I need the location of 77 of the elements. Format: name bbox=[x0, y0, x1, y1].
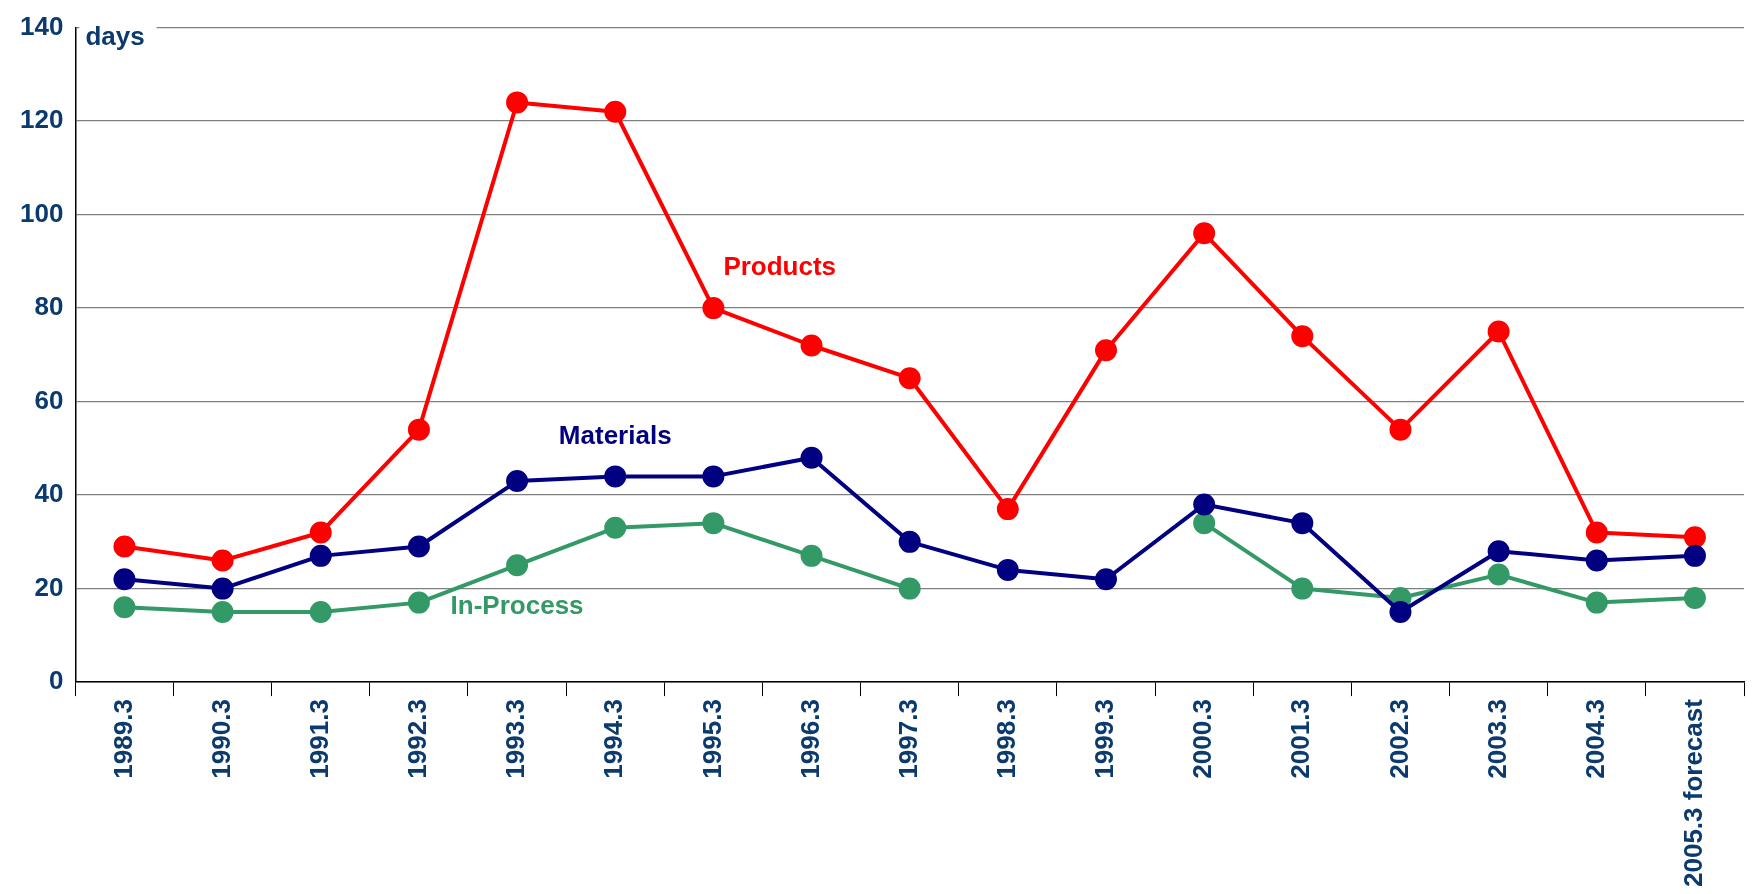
series-label: Products bbox=[723, 251, 837, 282]
point bbox=[1487, 540, 1510, 563]
point bbox=[1193, 512, 1216, 535]
point bbox=[1291, 512, 1314, 535]
point bbox=[1193, 493, 1216, 516]
point bbox=[898, 367, 921, 390]
point bbox=[1389, 418, 1412, 441]
point bbox=[1585, 521, 1608, 544]
point bbox=[1683, 544, 1706, 567]
x-tick-label: 1995.3 bbox=[696, 699, 727, 779]
point bbox=[898, 577, 921, 600]
series-label: In-Process bbox=[450, 590, 584, 621]
point bbox=[702, 465, 725, 488]
point bbox=[309, 544, 332, 567]
point bbox=[113, 568, 136, 591]
point bbox=[407, 535, 430, 558]
y-tick-label: 60 bbox=[34, 384, 64, 415]
point bbox=[211, 577, 234, 600]
point bbox=[1389, 600, 1412, 623]
point bbox=[996, 558, 1019, 581]
x-tick-label: 1994.3 bbox=[598, 699, 629, 779]
x-tick-label: 1990.3 bbox=[205, 699, 236, 779]
x-tick-label: 2000.3 bbox=[1187, 699, 1218, 779]
point bbox=[1095, 568, 1117, 591]
x-tick-label: 1989.3 bbox=[107, 699, 138, 779]
point bbox=[211, 600, 234, 623]
point bbox=[506, 554, 529, 577]
point bbox=[1585, 549, 1608, 572]
point bbox=[604, 465, 627, 488]
point bbox=[996, 498, 1019, 521]
point bbox=[1487, 563, 1510, 586]
point bbox=[1585, 591, 1608, 614]
point bbox=[1683, 586, 1706, 609]
y-tick-label: 40 bbox=[34, 478, 64, 509]
y-tick-label: 80 bbox=[34, 291, 64, 322]
point bbox=[1193, 222, 1216, 245]
y-tick-label: 100 bbox=[19, 197, 64, 228]
point bbox=[1095, 339, 1117, 362]
point bbox=[113, 535, 136, 558]
point bbox=[604, 516, 627, 539]
point bbox=[309, 600, 332, 623]
x-tick-label: 1998.3 bbox=[991, 699, 1022, 779]
point bbox=[1487, 320, 1510, 343]
point bbox=[407, 418, 430, 441]
point bbox=[604, 100, 627, 123]
x-tick-label: 1997.3 bbox=[892, 699, 923, 779]
x-tick-label: 1991.3 bbox=[303, 699, 334, 779]
x-tick-label: 1999.3 bbox=[1089, 699, 1120, 779]
series-label: Materials bbox=[558, 419, 672, 450]
point bbox=[1291, 325, 1314, 348]
y-tick-label: 140 bbox=[19, 10, 64, 41]
point bbox=[506, 470, 529, 493]
point bbox=[800, 446, 823, 469]
point bbox=[898, 530, 921, 553]
x-tick-label: 1992.3 bbox=[402, 699, 433, 779]
point bbox=[113, 596, 136, 619]
x-tick-label: 1993.3 bbox=[500, 699, 531, 779]
point bbox=[800, 544, 823, 567]
y-tick-label: 0 bbox=[48, 665, 64, 696]
point bbox=[800, 334, 823, 357]
y-tick-label: 20 bbox=[34, 571, 64, 602]
x-tick-label: 2002.3 bbox=[1383, 699, 1414, 779]
point bbox=[1683, 526, 1706, 549]
y-axis-title: days bbox=[85, 20, 145, 51]
point bbox=[702, 512, 725, 535]
x-tick-label: 1996.3 bbox=[794, 699, 825, 779]
x-tick-label: 2004.3 bbox=[1579, 699, 1610, 779]
point bbox=[702, 297, 725, 320]
x-tick-label: 2005.3 forecast bbox=[1678, 698, 1709, 887]
point bbox=[1291, 577, 1314, 600]
point bbox=[211, 549, 234, 572]
point bbox=[309, 521, 332, 544]
x-tick-label: 2001.3 bbox=[1285, 699, 1316, 779]
y-tick-label: 120 bbox=[19, 104, 64, 135]
point bbox=[407, 591, 430, 614]
x-tick-label: 2003.3 bbox=[1481, 699, 1512, 779]
point bbox=[506, 91, 529, 114]
